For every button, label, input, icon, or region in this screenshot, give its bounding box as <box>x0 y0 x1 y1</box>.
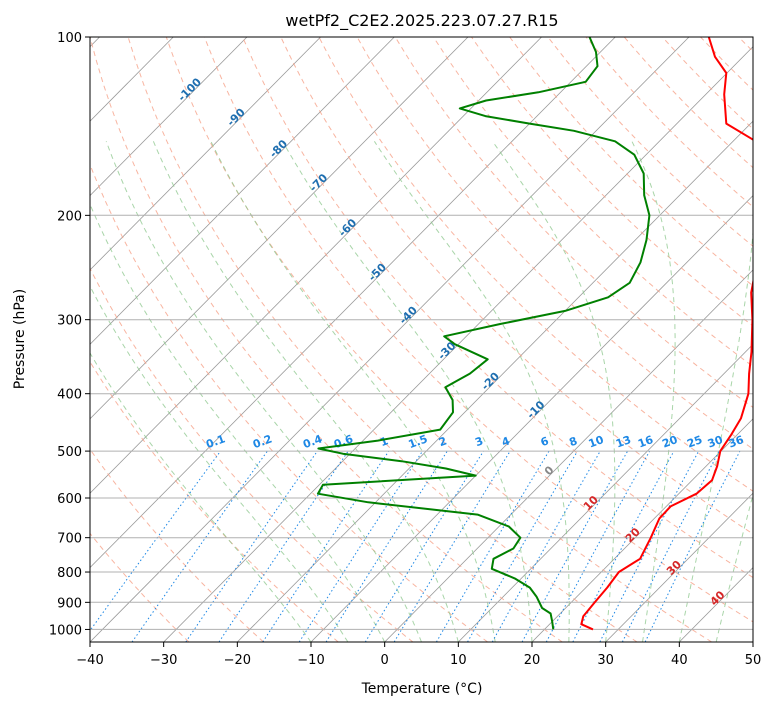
x-tick-label: −40 <box>76 653 103 668</box>
isotherm-line <box>310 195 753 642</box>
x-tick-label: −30 <box>150 653 177 668</box>
mixing-ratio-line <box>364 450 484 642</box>
isotherm-line <box>90 37 690 642</box>
dry-adiabat-line <box>90 37 563 642</box>
y-tick-label: 500 <box>57 445 82 460</box>
dry-adiabat-line <box>90 267 414 642</box>
mixing-ratio-label: 30 <box>706 433 725 451</box>
isotherm-line <box>237 120 753 642</box>
dry-adiabat-line <box>356 37 753 450</box>
mixing-ratio-label: 20 <box>660 433 679 451</box>
isotherm-line <box>90 37 469 420</box>
isotherm-line <box>90 37 542 494</box>
mixing-ratio-label: 0.4 <box>301 432 324 451</box>
x-axis-label: Temperature (°C) <box>361 681 483 697</box>
y-tick-label: 900 <box>57 596 82 611</box>
y-tick-label: 100 <box>57 31 82 46</box>
isotherm-line <box>90 37 321 271</box>
mixing-ratio-line <box>325 450 448 642</box>
isotherm-line <box>90 37 616 569</box>
y-tick-label: 200 <box>57 209 82 224</box>
y-tick-label: 800 <box>57 566 82 581</box>
mixing-ratio-line <box>298 450 423 642</box>
y-tick-label: 300 <box>57 314 82 329</box>
y-tick-label: 1000 <box>49 623 82 638</box>
mixing-ratio-line <box>131 450 268 642</box>
x-tick-label: 10 <box>450 653 467 668</box>
dry-adiabat-line <box>318 37 753 492</box>
x-tick-label: 40 <box>671 653 688 668</box>
dry-adiabat-line <box>127 37 638 642</box>
mixing-ratio-label: 36 <box>727 433 746 451</box>
dewpoint-profile-line <box>316 37 651 630</box>
mixing-ratio-label: 0.1 <box>204 432 227 451</box>
isotherm-line <box>90 37 248 197</box>
chart-title: wetPf2_C2E2.2025.223.07.27.R15 <box>285 11 558 31</box>
mixing-ratio-label: 10 <box>587 433 606 451</box>
dry-adiabat-line <box>90 532 190 642</box>
mixing-ratio-label: 13 <box>614 433 633 450</box>
profile-lines <box>316 37 753 631</box>
isotherm-line <box>605 492 753 642</box>
dry-adiabat-line <box>203 37 753 623</box>
y-tick-label: 600 <box>57 492 82 507</box>
x-axis-ticks: −40 −30 −20 −10 0 10 20 30 40 50 <box>76 642 761 668</box>
x-tick-label: 0 <box>381 653 389 668</box>
mixing-ratio-line <box>393 450 511 642</box>
mixing-ratio-line <box>185 450 318 642</box>
dry-adiabat-line <box>471 37 753 327</box>
isotherm-line <box>384 269 753 642</box>
x-tick-label: −20 <box>224 653 251 668</box>
mixing-ratio-label: 0.2 <box>251 432 274 451</box>
x-tick-label: −10 <box>297 653 324 668</box>
isotherm-line <box>163 46 753 642</box>
mixing-ratio-line <box>262 450 390 642</box>
pressure-gridlines <box>90 37 753 630</box>
mixing-ratio-label: 8 <box>567 434 579 449</box>
mixing-ratio-label: 2 <box>437 434 449 449</box>
mixing-ratio-line <box>572 450 675 642</box>
mixing-ratio-label: 1.5 <box>407 432 430 451</box>
mixing-ratio-line <box>521 450 629 642</box>
x-tick-label: 50 <box>745 653 762 668</box>
mixing-ratio-line <box>545 450 651 642</box>
mixing-ratio-line <box>491 450 601 642</box>
y-tick-label: 700 <box>57 532 82 547</box>
isotherm-line <box>531 418 753 642</box>
mixing-ratio-line <box>218 450 349 642</box>
mixing-ratio-label: 6 <box>539 434 551 449</box>
dry-adiabat-line <box>90 360 339 642</box>
dry-adiabat-line <box>165 37 712 642</box>
dry-adiabat-line <box>90 163 488 642</box>
x-tick-label: 20 <box>524 653 541 668</box>
mixing-ratio-label: 1 <box>378 434 390 449</box>
isotherm-line <box>458 343 753 642</box>
mixing-ratio-label: 25 <box>685 433 704 450</box>
x-tick-label: 30 <box>597 653 614 668</box>
y-tick-label: 400 <box>57 388 82 403</box>
plot-frame <box>89 36 754 643</box>
mixing-ratio-line <box>90 450 221 632</box>
mixing-ratio-label: 4 <box>500 434 512 449</box>
isotherm-line <box>90 37 395 345</box>
mixing-ratio-label: 16 <box>636 433 655 451</box>
mixing-ratio-line <box>644 450 741 642</box>
mixing-ratio-label: 3 <box>473 434 485 449</box>
y-axis-label: Pressure (hPa) <box>12 289 28 389</box>
y-axis-ticks: 100 200 300 400 500 600 700 800 900 1000 <box>49 31 90 638</box>
temperature-profile-line <box>580 37 753 631</box>
